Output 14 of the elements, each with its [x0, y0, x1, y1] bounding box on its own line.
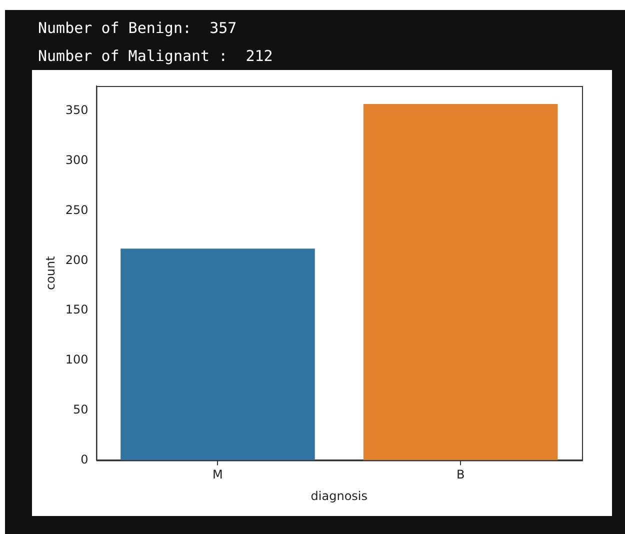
y-tick-label: 350	[65, 103, 88, 118]
x-tick-label: M	[212, 468, 223, 482]
y-tick-label: 50	[73, 402, 88, 416]
text: Number of Benign: 357	[38, 18, 238, 39]
y-tick-label: 100	[65, 352, 88, 367]
y-axis-title: count	[43, 256, 58, 290]
x-tick-label: B	[456, 468, 465, 482]
y-tick-label: 300	[65, 152, 88, 167]
x-axis-title: diagnosis	[310, 488, 368, 503]
y-tick-label: 250	[65, 202, 88, 217]
y-tick-label: 200	[65, 252, 88, 267]
y-tick-label: 150	[65, 302, 88, 317]
text: Number of Malignant : 212	[38, 46, 273, 67]
y-tick-label: 0	[80, 452, 88, 466]
